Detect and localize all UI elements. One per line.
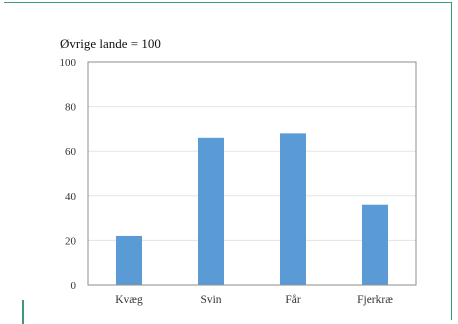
x-category-label: Svin bbox=[200, 294, 221, 306]
y-tick-label: 40 bbox=[65, 191, 77, 203]
plot-area-border bbox=[87, 61, 417, 286]
bar-3 bbox=[280, 133, 306, 285]
figure-frame-left bbox=[22, 300, 24, 324]
chart-title: Øvrige lande = 100 bbox=[60, 36, 161, 51]
bar-1 bbox=[116, 235, 142, 285]
bar-2 bbox=[198, 137, 224, 285]
y-tick-label: 100 bbox=[60, 57, 77, 69]
y-tick-label: 80 bbox=[65, 102, 77, 114]
y-tick-label: 20 bbox=[65, 235, 77, 247]
x-category-label: Får bbox=[285, 293, 301, 306]
gridlines bbox=[88, 106, 416, 241]
y-axis-ticks: 0 20 40 60 80 100 bbox=[60, 57, 77, 292]
y-tick-label: 60 bbox=[65, 146, 77, 158]
x-category-label: Kvæg bbox=[115, 294, 143, 306]
x-axis-labels: Kvæg Svin Får Fjerkræ bbox=[115, 293, 393, 306]
x-category-label: Fjerkræ bbox=[357, 294, 393, 306]
figure-frame bbox=[4, 2, 452, 320]
y-tick-label: 0 bbox=[71, 280, 77, 292]
bar-4 bbox=[362, 204, 388, 285]
bars bbox=[116, 133, 388, 285]
